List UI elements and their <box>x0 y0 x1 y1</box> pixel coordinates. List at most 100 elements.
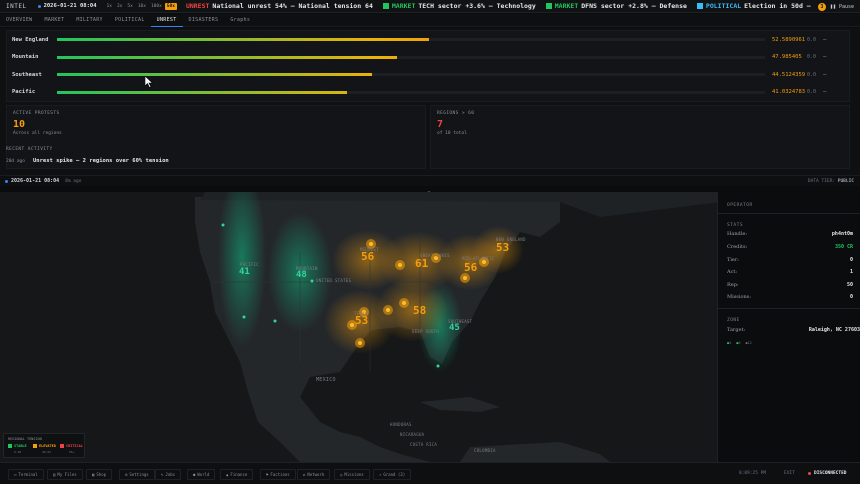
legend-elevated: ELEVATED <box>33 444 56 448</box>
ticker-category: POLITICAL <box>705 2 742 10</box>
chip-value: 12 <box>747 341 752 345</box>
news-ticker: UNREST National unrest 54% — National te… <box>180 2 860 10</box>
clock-date: 2026-01-21 08:04 <box>43 3 97 9</box>
notification-badge[interactable]: 3 <box>817 2 826 11</box>
connection-label: DISCONNECTED <box>814 471 847 476</box>
world-map[interactable]: PACIFIC MOUNTAIN UNITED STATES MIDWEST G… <box>0 192 717 462</box>
pause-area: 3 ❚❚ Pause <box>813 0 860 12</box>
region-name: Pacific <box>12 89 36 96</box>
tension-change: 0.0 <box>807 71 817 78</box>
legend-range: 0-40 <box>14 450 22 454</box>
tension-fill <box>57 90 348 94</box>
dock-missions-button[interactable]: ◎ Missions <box>334 469 370 480</box>
unrest-row[interactable]: Pacific 41.0324783 0.0 — <box>7 84 849 102</box>
south-america-landmass <box>460 442 610 462</box>
tab-disasters[interactable]: DISASTERS <box>188 17 219 23</box>
ticker-item[interactable]: MARKET DFNS sector +2.8% — Defense <box>545 2 687 10</box>
tension-value: 52.5890961 <box>772 36 806 43</box>
speed-2x[interactable]: 2x <box>116 3 123 9</box>
region-tension-texas[interactable]: 53 <box>355 314 369 327</box>
region-tension-pacific[interactable]: 41 <box>239 267 250 277</box>
unrest-row[interactable]: Mountain 47.985405 0.0 — <box>7 49 849 67</box>
stat-rep: Rep: 50 <box>727 282 853 288</box>
region-tension-deepsouth[interactable]: 58 <box>413 304 427 317</box>
cuba-landmass <box>420 397 500 412</box>
dock-finance-button[interactable]: ▲ Finance <box>220 469 254 480</box>
stat-key: Credits: <box>727 244 748 250</box>
pause-button[interactable]: ❚❚ Pause <box>829 3 854 10</box>
game-clock: 2026-01-21 08:04 <box>33 3 102 9</box>
region-tension-midwest[interactable]: 56 <box>361 250 375 263</box>
activity-item[interactable]: 20d ago Unrest spike — 2 regions over 60… <box>6 158 169 164</box>
tension-value: 44.5124359 <box>772 71 806 78</box>
tab-political[interactable]: POLITICAL <box>114 17 145 23</box>
tab-graphs[interactable]: Graphs <box>230 17 251 23</box>
dock-settings-button[interactable]: ⚙ Settings <box>119 469 155 480</box>
zone-target[interactable]: Target: Raleigh, NC 27603 <box>727 327 860 333</box>
dock-world-button[interactable]: ● World <box>187 469 216 480</box>
region-tension-mountain[interactable]: 48 <box>296 270 307 280</box>
legend-swatch <box>8 444 12 448</box>
dock-jobs-button[interactable]: ✎ Jobs <box>155 469 182 480</box>
speed-50x[interactable]: 50x <box>164 2 177 10</box>
dock-myfiles-button[interactable]: ▤ My Files <box>47 469 83 480</box>
ticker-item[interactable]: MARKET TECH sector +3.6% — Technology <box>382 2 536 10</box>
stat-tier: Tier: 0 <box>727 257 853 263</box>
map-label: MIDWEST <box>360 247 379 252</box>
map-label: TEXAS <box>354 311 368 316</box>
speed-10x[interactable]: 10x <box>137 3 146 9</box>
tension-fill <box>57 73 373 77</box>
zone-chip: ●12 <box>745 341 752 345</box>
stat-val: 50 <box>846 282 853 288</box>
tension-bar <box>57 38 765 42</box>
dock-factions-button[interactable]: ⚑ Factions <box>260 469 296 480</box>
unrest-row[interactable]: New England 52.5890961 0.0 — <box>7 31 849 49</box>
tab-military[interactable]: MILITARY <box>76 17 103 23</box>
status-date: 2026-01-21 08:04 <box>0 178 59 184</box>
ticker-item[interactable]: UNREST National unrest 54% — National te… <box>186 2 373 10</box>
region-tension-midatlantic[interactable]: 56 <box>464 261 478 274</box>
region-tension-greatlakes[interactable]: 61 <box>415 257 429 270</box>
collapse-chevron-icon[interactable]: ︿ <box>426 186 432 195</box>
tab-market[interactable]: MARKET <box>44 17 65 23</box>
unrest-row[interactable]: Southeast 44.5124359 0.0 — <box>7 66 849 84</box>
legend-stable: STABLE <box>8 444 27 448</box>
speed-1x[interactable]: 1x <box>106 3 112 9</box>
exit-button[interactable]: EXIT <box>784 471 795 476</box>
unrest-panel: New England 52.5890961 0.0 — Mountain 47… <box>0 28 860 186</box>
zone-chips: ●4 ●0 ●12 <box>727 341 752 345</box>
tension-fill <box>57 55 397 59</box>
speed-5x[interactable]: 5x <box>127 3 133 9</box>
stat-key: Rep: <box>727 282 739 288</box>
canada-north-landmass <box>200 192 717 217</box>
protest-markers <box>347 239 489 348</box>
tension-change: 0.0 <box>807 36 817 43</box>
ticker-item[interactable]: POLITICAL Election in 50d — PrimarySeaso… <box>696 2 860 10</box>
tab-overview[interactable]: OVERVIEW <box>6 17 33 23</box>
ticker-text: DFNS sector +2.8% — Defense <box>581 2 687 10</box>
ticker-text: National unrest 54% — National tension 6… <box>212 2 373 10</box>
dock-shop-button[interactable]: ▦ Shop <box>86 469 113 480</box>
ticker-text: TECH sector +3.6% — Technology <box>418 2 536 10</box>
recent-activity-heading: RECENT ACTIVITY <box>6 147 53 152</box>
tension-bar <box>57 73 765 77</box>
activity-message: Unrest spike — 2 regions over 60% tensio… <box>32 158 169 164</box>
dock-terminal-button[interactable]: ▭ Terminal <box>8 469 44 480</box>
region-tension-southeast[interactable]: 45 <box>449 323 460 333</box>
stat-val: 0 <box>849 294 853 300</box>
market-square-icon <box>382 3 389 9</box>
tab-unrest[interactable]: UNREST <box>150 14 183 27</box>
trend-icon: — <box>823 54 827 61</box>
stat-sub: Across all regions <box>13 131 62 136</box>
dock-label: Finance <box>230 472 248 477</box>
region-tension-newengland[interactable]: 53 <box>496 241 510 254</box>
speed-100x[interactable]: 100x <box>150 3 162 9</box>
dock-network-button[interactable]: ⇄ Network <box>297 469 331 480</box>
dock-grand-button[interactable]: ✦ Grand (3) <box>373 469 412 480</box>
stat-val: 1 <box>849 269 853 275</box>
dock-label: Network <box>307 472 325 477</box>
legend-swatch <box>33 444 37 448</box>
trend-icon: — <box>823 71 827 78</box>
operator-panel: OPERATOR STATS Handle: ph4nt0m Credits: 35… <box>717 192 860 462</box>
data-tier: DATA TIER: PUBLIC <box>808 179 854 184</box>
